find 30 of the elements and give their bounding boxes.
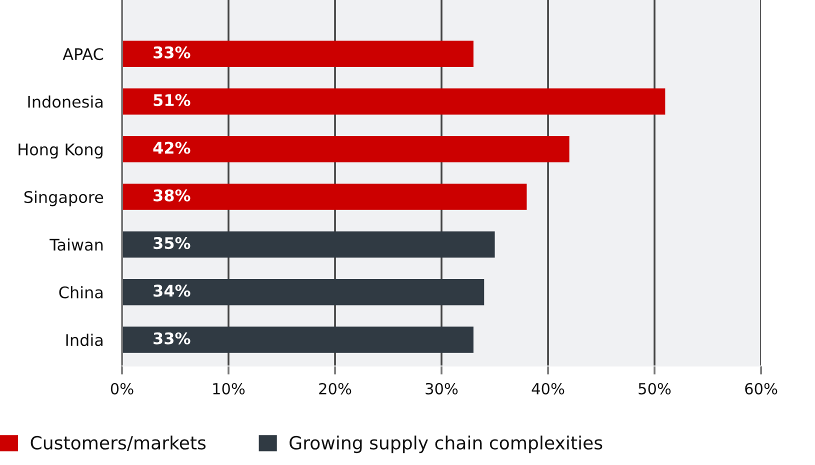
x-tick-label: 10% — [213, 382, 245, 394]
data-label: 35% — [154, 237, 190, 250]
y-tick-label: Indonesia — [28, 95, 102, 108]
legend-label: Customers/markets — [30, 436, 206, 452]
data-label: 51% — [154, 94, 190, 106]
x-tick-label: 0% — [110, 382, 134, 394]
bar — [122, 231, 495, 258]
data-label: 42% — [153, 142, 190, 154]
x-tick-label: 40% — [532, 382, 564, 394]
data-label: 33% — [154, 46, 190, 58]
bar — [122, 136, 570, 162]
bar — [122, 184, 527, 210]
y-tick-label: APAC — [62, 48, 104, 60]
bar — [122, 88, 666, 115]
data-label: 34% — [154, 284, 190, 297]
y-tick-label: Taiwan — [50, 238, 103, 251]
x-tick-label: 50% — [638, 382, 671, 394]
bar — [122, 326, 474, 353]
x-tick-label: 20% — [319, 382, 352, 394]
legend-label: Growing supply chain complexities — [290, 436, 602, 454]
y-tick-label: China — [59, 286, 102, 298]
y-tick-label: Singapore — [24, 190, 104, 206]
y-tick-label: Hong Kong — [18, 144, 102, 159]
y-tick-label: India — [66, 334, 102, 346]
bar — [122, 279, 484, 306]
data-label: 33% — [154, 332, 190, 344]
data-label: 38% — [154, 189, 190, 202]
bar — [122, 40, 474, 67]
x-tick-label: 30% — [426, 382, 458, 394]
x-tick-label: 60% — [745, 382, 778, 394]
